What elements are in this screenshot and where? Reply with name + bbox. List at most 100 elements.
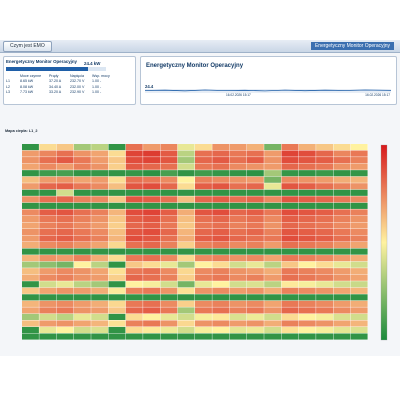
heatmap-cell	[143, 313, 160, 320]
heatmap-cell	[316, 261, 333, 268]
heatmap-cell	[195, 274, 212, 281]
heatmap-cell	[108, 287, 126, 294]
heatmap-cell	[246, 255, 264, 262]
heatmap-cell	[229, 307, 247, 314]
heatmap-cell	[39, 157, 57, 164]
heatmap-cell	[56, 268, 74, 275]
heatmap-cell	[125, 248, 143, 255]
heatmap-cell	[212, 176, 230, 183]
heatmap-cell	[125, 255, 143, 262]
heatmap-cell	[350, 209, 368, 216]
heatmap-cell	[177, 202, 195, 209]
heatmap-cell	[212, 215, 230, 222]
heatmap-cell	[56, 320, 74, 327]
heatmap-cell	[39, 333, 57, 340]
heatmap-cell	[56, 313, 74, 320]
heatmap-cell	[264, 281, 282, 288]
summary-cell: 33.20 A	[49, 89, 62, 94]
heatmap-cell	[108, 215, 126, 222]
heatmap-cell	[212, 189, 230, 196]
heatmap-cell	[264, 196, 282, 203]
heatmap-cell	[39, 274, 57, 281]
heatmap-cell	[143, 242, 160, 249]
heatmap-cell	[160, 242, 178, 249]
heatmap-cell	[108, 176, 126, 183]
heatmap-cell	[177, 307, 195, 314]
heatmap-cell	[108, 313, 126, 320]
heatmap-cell	[91, 281, 109, 288]
heatmap-cell	[333, 261, 351, 268]
heatmap-cell	[281, 209, 299, 216]
heatmap-cell	[281, 255, 299, 262]
heatmap-cell	[333, 320, 351, 327]
heatmap-cell	[316, 202, 333, 209]
heatmap-cell	[246, 209, 264, 216]
heatmap-cell	[22, 307, 39, 314]
heatmap-cell	[195, 320, 212, 327]
heatmap-cell	[91, 170, 109, 177]
heatmap-cell	[22, 287, 39, 294]
about-emo-tab[interactable]: Czym jest EMO	[3, 41, 52, 52]
heatmap-cell	[316, 255, 333, 262]
heatmap-cell	[298, 170, 316, 177]
heatmap-cell	[281, 300, 299, 307]
heatmap-cell	[246, 196, 264, 203]
heatmap-cell	[298, 209, 316, 216]
heatmap-cell	[73, 222, 91, 229]
heatmap-cell	[264, 163, 282, 170]
heatmap-cell	[56, 157, 74, 164]
heatmap-cell	[125, 326, 143, 334]
heatmap-cell	[125, 170, 143, 177]
heatmap-cell	[73, 326, 91, 334]
heatmap-cell	[143, 261, 160, 268]
heatmap-cell	[229, 150, 247, 157]
heatmap-cell	[281, 228, 299, 236]
heatmap-cell	[350, 281, 368, 288]
heatmap-cell	[316, 228, 333, 236]
heatmap-cell	[73, 157, 91, 164]
heatmap-cell	[56, 144, 74, 151]
heatmap-cell	[39, 287, 57, 294]
heatmap-cell	[91, 183, 109, 190]
heatmap-cell	[125, 320, 143, 327]
heatmap-cell	[316, 176, 333, 183]
heatmap-cell	[22, 176, 39, 183]
heatmap-cell	[229, 222, 247, 229]
heatmap-cell	[125, 235, 143, 242]
heatmap-cell	[125, 189, 143, 196]
heatmap-cell	[22, 215, 39, 222]
heatmap-cell	[264, 235, 282, 242]
heatmap-cell	[143, 255, 160, 262]
heatmap-cell	[264, 242, 282, 249]
heatmap-cell	[246, 215, 264, 222]
heatmap-cell	[91, 163, 109, 170]
heatmap-cell	[108, 144, 126, 151]
heatmap-cell	[229, 189, 247, 196]
heatmap-cell	[177, 248, 195, 255]
heatmap-cell	[195, 163, 212, 170]
heatmap-cell	[246, 326, 264, 334]
heatmap-cell	[195, 183, 212, 190]
heatmap-cell	[56, 248, 74, 255]
heatmap-cell	[246, 170, 264, 177]
heatmap-cell	[56, 287, 74, 294]
heatmap-cell	[212, 150, 230, 157]
heatmap-cell	[143, 320, 160, 327]
heatmap-cell	[177, 150, 195, 157]
heatmap-cell	[350, 163, 368, 170]
heatmap-cell	[212, 248, 230, 255]
heatmap-cell	[264, 144, 282, 151]
heatmap-cell	[177, 235, 195, 242]
heatmap-cell	[56, 215, 74, 222]
heatmap-cell	[298, 274, 316, 281]
heatmap-cell	[316, 163, 333, 170]
heatmap-cell	[212, 261, 230, 268]
heatmap-cell	[125, 268, 143, 275]
heatmap-cell	[195, 326, 212, 334]
heatmap-cell	[73, 274, 91, 281]
heatmap-cell	[333, 294, 351, 301]
heatmap-cell	[160, 196, 178, 203]
heatmap-cell	[73, 215, 91, 222]
heatmap-cell	[264, 261, 282, 268]
